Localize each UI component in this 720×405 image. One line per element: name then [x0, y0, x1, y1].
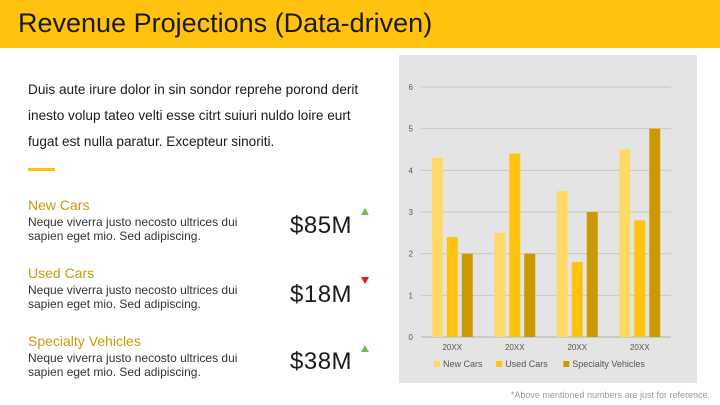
- legend-swatch: [434, 361, 440, 367]
- page-title: Revenue Projections (Data-driven): [18, 8, 433, 38]
- metric-label-new-cars: New Cars: [28, 197, 90, 213]
- y-tick-label: 3: [409, 208, 414, 217]
- x-tick-label: 20XX: [505, 343, 525, 352]
- y-tick-label: 0: [409, 333, 414, 342]
- metric-label-specialty-vehicles: Specialty Vehicles: [28, 333, 141, 349]
- legend-swatch: [563, 361, 570, 367]
- bar: [446, 237, 458, 337]
- legend-label: New Cars: [443, 359, 483, 369]
- trend-down-icon: [361, 277, 369, 284]
- bar: [586, 212, 598, 337]
- intro-paragraph: Duis aute irure dolor in sin sondor repr…: [28, 82, 359, 149]
- metric-description-specialty-vehicles: Neque viverra justo necosto ultrices dui…: [28, 351, 238, 379]
- y-tick-label: 1: [409, 291, 414, 300]
- y-tick-label: 6: [409, 83, 414, 92]
- bar: [431, 157, 443, 337]
- legend-label: Used Cars: [505, 359, 548, 369]
- y-tick-label: 4: [409, 166, 414, 175]
- legend-swatch: [496, 361, 503, 367]
- title-bar: Revenue Projections (Data-driven): [0, 0, 720, 48]
- metric-value-new-cars: $85M: [290, 212, 353, 239]
- footnote: *Above mentioned numbers are just for re…: [510, 390, 710, 400]
- metric-value-used-cars: $18M: [290, 281, 353, 308]
- metric-description-new-cars: Neque viverra justo necosto ultrices dui…: [28, 215, 238, 243]
- x-tick-label: 20XX: [567, 343, 587, 352]
- y-tick-label: 2: [409, 250, 414, 259]
- bar: [634, 220, 646, 337]
- y-tick-label: 5: [409, 125, 414, 134]
- trend-up-icon: [361, 208, 369, 215]
- accent-divider: [28, 168, 55, 171]
- x-tick-label: 20XX: [630, 343, 650, 352]
- bar: [494, 232, 506, 337]
- trend-up-icon: [361, 345, 369, 352]
- bar: [556, 191, 568, 337]
- metric-value-specialty-vehicles: $38M: [290, 348, 353, 375]
- bar: [571, 262, 583, 337]
- bar: [649, 128, 661, 337]
- bar: [619, 149, 631, 337]
- bar-chart: 0 1 2 3 4 5 6 20XX 20XX 20XX 20XX New Cars Used Cars…: [409, 83, 671, 369]
- bar: [524, 253, 536, 337]
- x-tick-label: 20XX: [442, 343, 462, 352]
- legend-label: Specialty Vehicles: [572, 359, 645, 369]
- bar: [461, 253, 473, 337]
- metric-description-used-cars: Neque viverra justo necosto ultrices dui…: [28, 283, 238, 311]
- metric-label-used-cars: Used Cars: [28, 265, 95, 281]
- bar: [509, 153, 521, 337]
